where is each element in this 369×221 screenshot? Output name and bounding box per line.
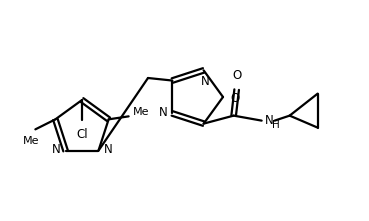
Text: N: N	[201, 75, 210, 88]
Text: N: N	[265, 114, 273, 127]
Text: N: N	[103, 143, 112, 156]
Text: Cl: Cl	[76, 128, 88, 141]
Text: Me: Me	[132, 107, 149, 117]
Text: O: O	[232, 69, 241, 82]
Text: Me: Me	[23, 136, 39, 146]
Text: H: H	[272, 120, 279, 130]
Text: O: O	[230, 93, 239, 105]
Text: N: N	[52, 143, 61, 156]
Text: N: N	[159, 106, 168, 119]
